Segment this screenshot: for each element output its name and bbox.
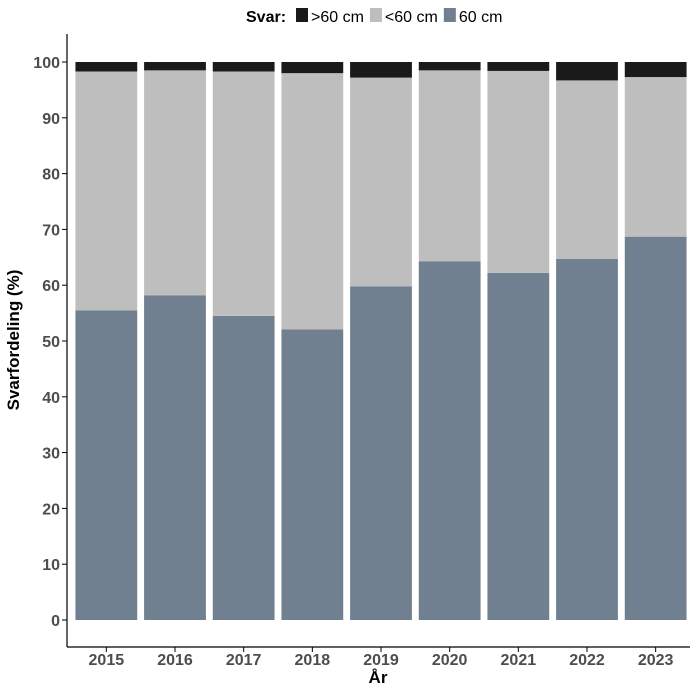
bar-segment-2019-60-cm-2 bbox=[350, 62, 412, 78]
bar-segment-2016-60-cm-1 bbox=[144, 70, 206, 296]
legend-swatch-60-cm bbox=[296, 8, 308, 22]
x-ticks: 2015 2016 2017 2018 2019 2020 2021 2022 2023 bbox=[89, 647, 674, 669]
bar-segment-2021-60-cm-2 bbox=[487, 62, 550, 71]
bar-segment-2017-60-cm-0 bbox=[212, 315, 275, 620]
y-tick-label: 100 bbox=[33, 55, 60, 72]
bar-segment-2020-60-cm-1 bbox=[418, 70, 481, 262]
x-tick-label: 2021 bbox=[501, 652, 537, 669]
y-tick-label: 70 bbox=[42, 222, 60, 239]
bar-segment-2015-60-cm-1 bbox=[75, 71, 138, 311]
bar-segment-2018-60-cm-2 bbox=[281, 62, 344, 74]
x-tick-label: 2017 bbox=[226, 652, 262, 669]
y-tick-label: 40 bbox=[42, 390, 60, 407]
x-tick-label: 2016 bbox=[157, 652, 193, 669]
x-tick-label: 2015 bbox=[89, 652, 125, 669]
bar-segment-2022-60-cm-2 bbox=[556, 62, 618, 81]
y-tick-label: 30 bbox=[42, 446, 60, 463]
bar-segment-2020-60-cm-2 bbox=[418, 62, 481, 71]
y-tick-label: 0 bbox=[51, 613, 60, 630]
legend-title: Svar: bbox=[246, 9, 286, 26]
bar-segment-2019-60-cm-1 bbox=[350, 77, 412, 287]
y-tick-label: 20 bbox=[42, 501, 60, 518]
legend-swatch-60-cm bbox=[443, 8, 456, 22]
y-tick-label: 10 bbox=[42, 557, 60, 574]
y-tick-label: 60 bbox=[42, 278, 60, 295]
bar-segment-2015-60-cm-2 bbox=[75, 62, 138, 72]
legend-swatch-60-cm bbox=[369, 8, 382, 22]
bar-segment-2021-60-cm-1 bbox=[487, 70, 550, 273]
bar-segment-2016-60-cm-2 bbox=[144, 62, 206, 71]
bar-segment-2023-60-cm-1 bbox=[624, 77, 687, 237]
y-tick-label: 90 bbox=[42, 111, 60, 128]
bars bbox=[75, 62, 687, 620]
bar-segment-2019-60-cm-0 bbox=[350, 286, 412, 620]
x-tick-label: 2022 bbox=[569, 652, 605, 669]
legend-label-60-cm: <60 cm bbox=[385, 9, 438, 26]
bar-segment-2017-60-cm-2 bbox=[212, 62, 275, 72]
legend: Svar: >60 cm <60 cm 60 cm bbox=[246, 8, 502, 26]
x-axis-title: År bbox=[369, 668, 388, 687]
y-tick-label: 50 bbox=[42, 334, 60, 351]
x-tick-label: 2019 bbox=[363, 652, 399, 669]
x-tick-label: 2020 bbox=[432, 652, 468, 669]
bar-segment-2022-60-cm-1 bbox=[556, 80, 618, 259]
legend-label-60-cm: 60 cm bbox=[459, 9, 503, 26]
legend-label-60-cm: >60 cm bbox=[311, 9, 364, 26]
bar-segment-2017-60-cm-1 bbox=[212, 71, 275, 316]
x-tick-label: 2018 bbox=[295, 652, 331, 669]
bar-segment-2015-60-cm-0 bbox=[75, 310, 138, 620]
bar-segment-2021-60-cm-0 bbox=[487, 272, 550, 620]
bar-segment-2023-60-cm-2 bbox=[624, 62, 687, 78]
y-axis-title: Svarfordeling (%) bbox=[4, 270, 23, 411]
bar-segment-2020-60-cm-0 bbox=[418, 261, 481, 620]
bar-segment-2022-60-cm-0 bbox=[556, 258, 618, 620]
y-ticks: 0 10 20 30 40 50 60 70 80 90 100 bbox=[33, 55, 67, 630]
bar-segment-2016-60-cm-0 bbox=[144, 295, 206, 620]
bar-segment-2023-60-cm-0 bbox=[624, 236, 687, 620]
y-tick-label: 80 bbox=[42, 167, 60, 184]
bar-segment-2018-60-cm-0 bbox=[281, 329, 344, 620]
bar-segment-2018-60-cm-1 bbox=[281, 73, 344, 330]
x-tick-label: 2023 bbox=[638, 652, 674, 669]
